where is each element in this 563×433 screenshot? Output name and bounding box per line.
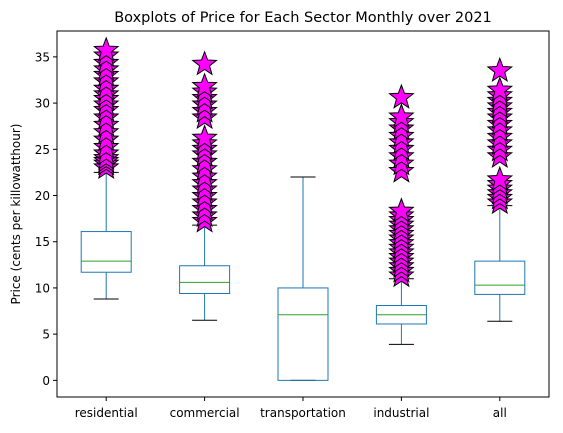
y-tick-label: 30 xyxy=(35,97,50,111)
flier-point xyxy=(92,111,120,137)
flier-point xyxy=(92,126,120,152)
flier-point xyxy=(388,157,415,183)
box-group-residential xyxy=(80,36,132,300)
y-tick-label: 35 xyxy=(35,50,50,64)
box-group-transportation xyxy=(277,176,329,381)
flier-point xyxy=(92,103,120,130)
y-tick-label: 10 xyxy=(35,281,50,295)
flier-point xyxy=(486,56,514,83)
x-tick-label-residential: residential xyxy=(75,406,138,420)
y-tick-label: 15 xyxy=(35,235,50,249)
y-tick-label: 5 xyxy=(42,328,50,342)
box-group-commercial xyxy=(179,50,231,321)
flier-point xyxy=(191,155,218,181)
x-tick-label-all: all xyxy=(493,406,507,420)
flier-point xyxy=(92,118,120,144)
box xyxy=(277,287,329,381)
flier-point xyxy=(388,83,415,109)
flier-point xyxy=(388,142,415,168)
flier-point xyxy=(92,75,120,101)
flier-point xyxy=(388,197,415,223)
y-axis: 0 5 10 15 20 25 30 35 xyxy=(35,50,57,388)
box xyxy=(179,265,231,294)
box xyxy=(80,231,132,273)
flier-point xyxy=(92,36,120,62)
x-tick-label-transportation: transportation xyxy=(260,406,346,420)
flier-point xyxy=(191,72,218,98)
flier-point xyxy=(191,163,218,189)
flier-point xyxy=(486,165,514,192)
flier-point xyxy=(191,148,218,174)
flier-point xyxy=(388,150,415,176)
y-tick-label: 0 xyxy=(42,374,50,388)
chart-title: Boxplots of Price for Each Sector Monthl… xyxy=(114,10,492,26)
flier-point xyxy=(92,49,120,75)
y-tick-label: 25 xyxy=(35,143,50,157)
y-axis-label: Price (cents per killowatthour) xyxy=(9,124,23,305)
flier-point xyxy=(486,76,514,102)
box-group-all xyxy=(474,56,526,322)
flier-point xyxy=(191,50,218,76)
flier-point xyxy=(388,103,415,129)
y-tick-label: 20 xyxy=(35,189,50,203)
x-axis: residential commercial transportation indus… xyxy=(75,397,507,420)
plot-area xyxy=(80,36,526,381)
flier-point xyxy=(191,124,218,150)
x-tick-label-commercial: commercial xyxy=(170,406,240,420)
flier-point xyxy=(92,133,120,159)
x-tick-label-industrial: industrial xyxy=(373,406,429,420)
box xyxy=(474,260,526,295)
flier-point xyxy=(388,122,415,148)
box-group-industrial xyxy=(375,83,427,345)
